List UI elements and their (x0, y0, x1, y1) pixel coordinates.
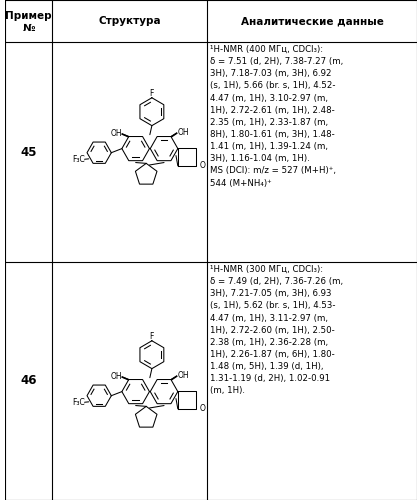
Text: F: F (150, 332, 154, 341)
Text: №: № (22, 23, 35, 33)
Text: F₃C: F₃C (73, 398, 85, 407)
Text: F: F (150, 89, 154, 98)
Text: OH: OH (178, 371, 190, 380)
Text: OH: OH (178, 128, 190, 137)
Text: O: O (200, 162, 206, 170)
Text: ¹H-NMR (300 МГц, CDCl₃):
δ = 7.49 (d, 2H), 7.36-7.26 (m,
3H), 7.21-7.05 (m, 3H),: ¹H-NMR (300 МГц, CDCl₃): δ = 7.49 (d, 2H… (210, 265, 344, 396)
Text: ¹H-NMR (400 МГц, CDCl₃):
δ = 7.51 (d, 2H), 7.38-7.27 (m,
3H), 7.18-7.03 (m, 3H),: ¹H-NMR (400 МГц, CDCl₃): δ = 7.51 (d, 2H… (210, 45, 344, 188)
Text: F₃C: F₃C (73, 155, 85, 164)
Text: OH: OH (111, 128, 123, 138)
Text: Аналитические данные: Аналитические данные (241, 16, 384, 26)
Text: Структура: Структура (98, 16, 161, 26)
Text: Пример: Пример (5, 11, 52, 21)
Text: OH: OH (111, 372, 123, 380)
Text: O: O (200, 404, 206, 413)
Text: 46: 46 (20, 374, 37, 388)
Text: 45: 45 (20, 146, 37, 158)
